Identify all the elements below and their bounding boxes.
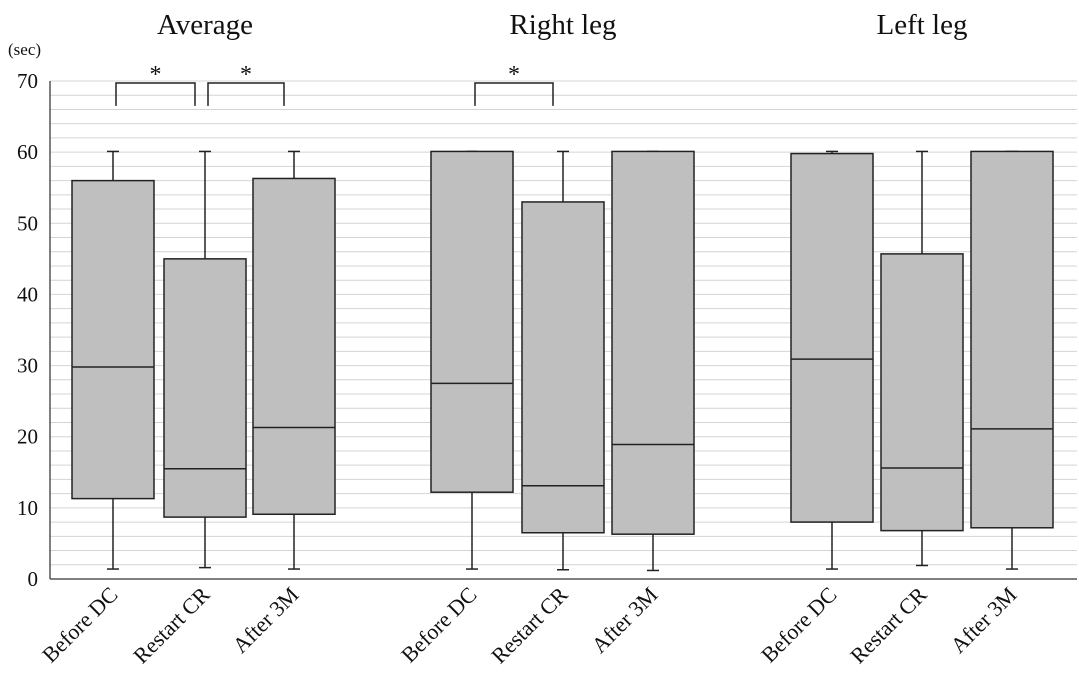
y-unit-label: (sec) [8,40,41,59]
iqr-box [611,150,695,535]
significance-marker: * [508,62,520,88]
box-plot [430,150,514,570]
y-tick-label: 0 [28,567,39,591]
iqr-box [790,152,874,523]
significance-bracket [474,82,554,106]
y-tick-label: 70 [17,69,38,93]
significance-marker: * [150,62,162,88]
panel-title: Left leg [877,9,968,41]
iqr-box [71,179,155,500]
y-tick-label: 60 [17,140,38,164]
iqr-box [163,258,247,518]
box-plot [252,150,336,570]
panel-title: Average [157,9,253,41]
panel-title: Right leg [509,9,616,41]
category-label: After 3M [587,582,663,658]
category-label: After 3M [946,582,1022,658]
category-label: Before DC [37,582,123,668]
axes [49,81,1077,580]
y-tick-label: 50 [17,211,38,235]
y-tick-label: 30 [17,354,38,378]
iqr-box [521,201,605,534]
significance-bracket [115,82,196,106]
category-label: Restart CR [128,582,215,669]
plot-marks [71,82,1054,572]
box-plot [71,150,155,570]
y-tick-label: 40 [17,282,38,306]
box-plot [970,150,1054,570]
iqr-box [970,150,1054,529]
iqr-box [252,177,336,516]
box-plot [880,150,964,567]
category-label: Restart CR [845,582,932,669]
category-label: Before DC [396,582,482,668]
box-plot [611,150,695,572]
category-label: Before DC [756,582,842,668]
category-label: Restart CR [486,582,573,669]
significance-marker: * [240,62,252,88]
y-tick-label: 20 [17,425,38,449]
box-plot [790,150,874,570]
significance-bracket [207,82,285,106]
box-plot [163,150,247,569]
iqr-box [430,150,514,493]
y-tick-label: 10 [17,496,38,520]
box-plot [521,150,605,571]
category-label: After 3M [228,582,304,658]
iqr-box [880,253,964,532]
